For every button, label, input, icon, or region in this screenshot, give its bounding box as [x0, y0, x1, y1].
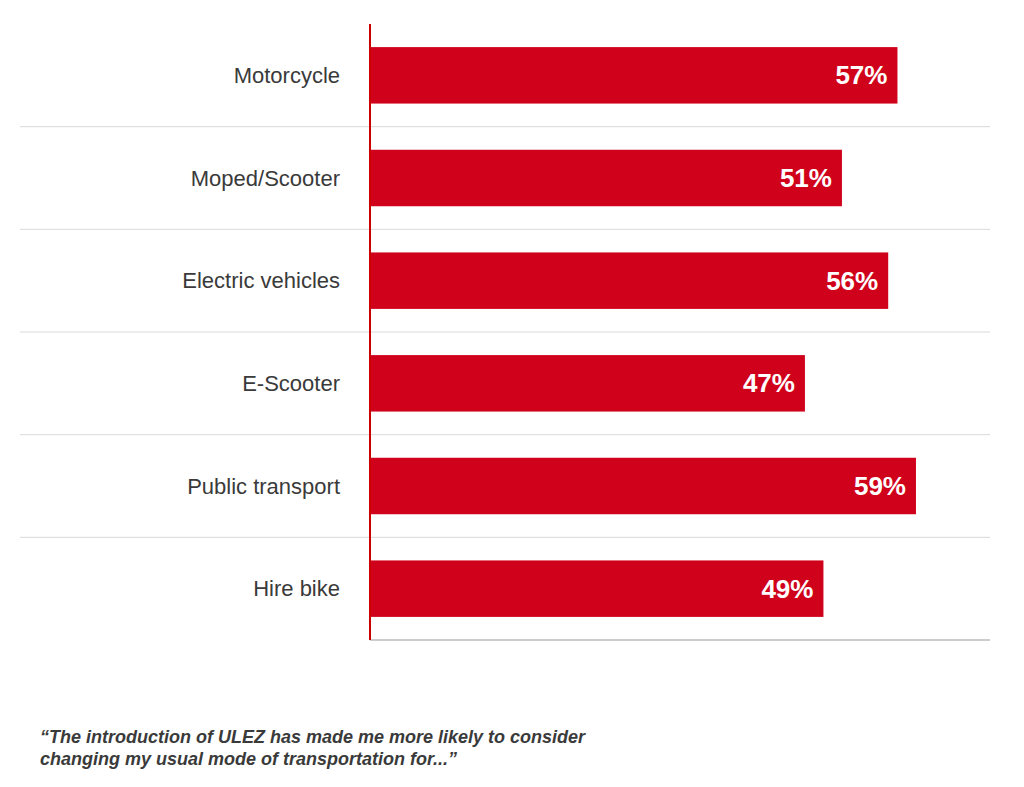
row-divider	[20, 537, 990, 538]
category-labels: Motorcycle Moped/Scooter Electric vehicles…	[182, 63, 340, 601]
data-label: 59%	[854, 471, 906, 501]
data-label: 51%	[780, 163, 832, 193]
data-label: 47%	[743, 368, 795, 398]
x-axis-line	[370, 640, 990, 641]
bar	[370, 560, 823, 616]
data-label: 56%	[826, 266, 878, 296]
category-label: Hire bike	[253, 576, 340, 601]
row-divider	[20, 434, 990, 435]
footnote: “The introduction of ULEZ has made me mo…	[40, 727, 586, 769]
data-label: 57%	[835, 60, 887, 90]
zero-line	[369, 24, 371, 640]
data-labels: 57% 51% 56% 47% 59% 49%	[743, 60, 906, 603]
category-label: Motorcycle	[234, 63, 340, 88]
bars	[370, 47, 916, 617]
category-label: E-Scooter	[242, 371, 340, 396]
chart: Motorcycle Moped/Scooter Electric vehicles…	[0, 0, 1024, 787]
row-divider	[20, 229, 990, 230]
category-label: Electric vehicles	[182, 268, 340, 293]
category-label: Public transport	[187, 474, 340, 499]
bar	[370, 47, 897, 103]
bar	[370, 252, 888, 308]
row-divider	[20, 332, 990, 333]
bar	[370, 355, 805, 411]
row-dividers	[20, 127, 990, 538]
category-label: Moped/Scooter	[191, 166, 340, 191]
row-divider	[20, 126, 990, 127]
bar	[370, 150, 842, 206]
bar	[370, 458, 916, 514]
data-label: 49%	[761, 574, 813, 604]
